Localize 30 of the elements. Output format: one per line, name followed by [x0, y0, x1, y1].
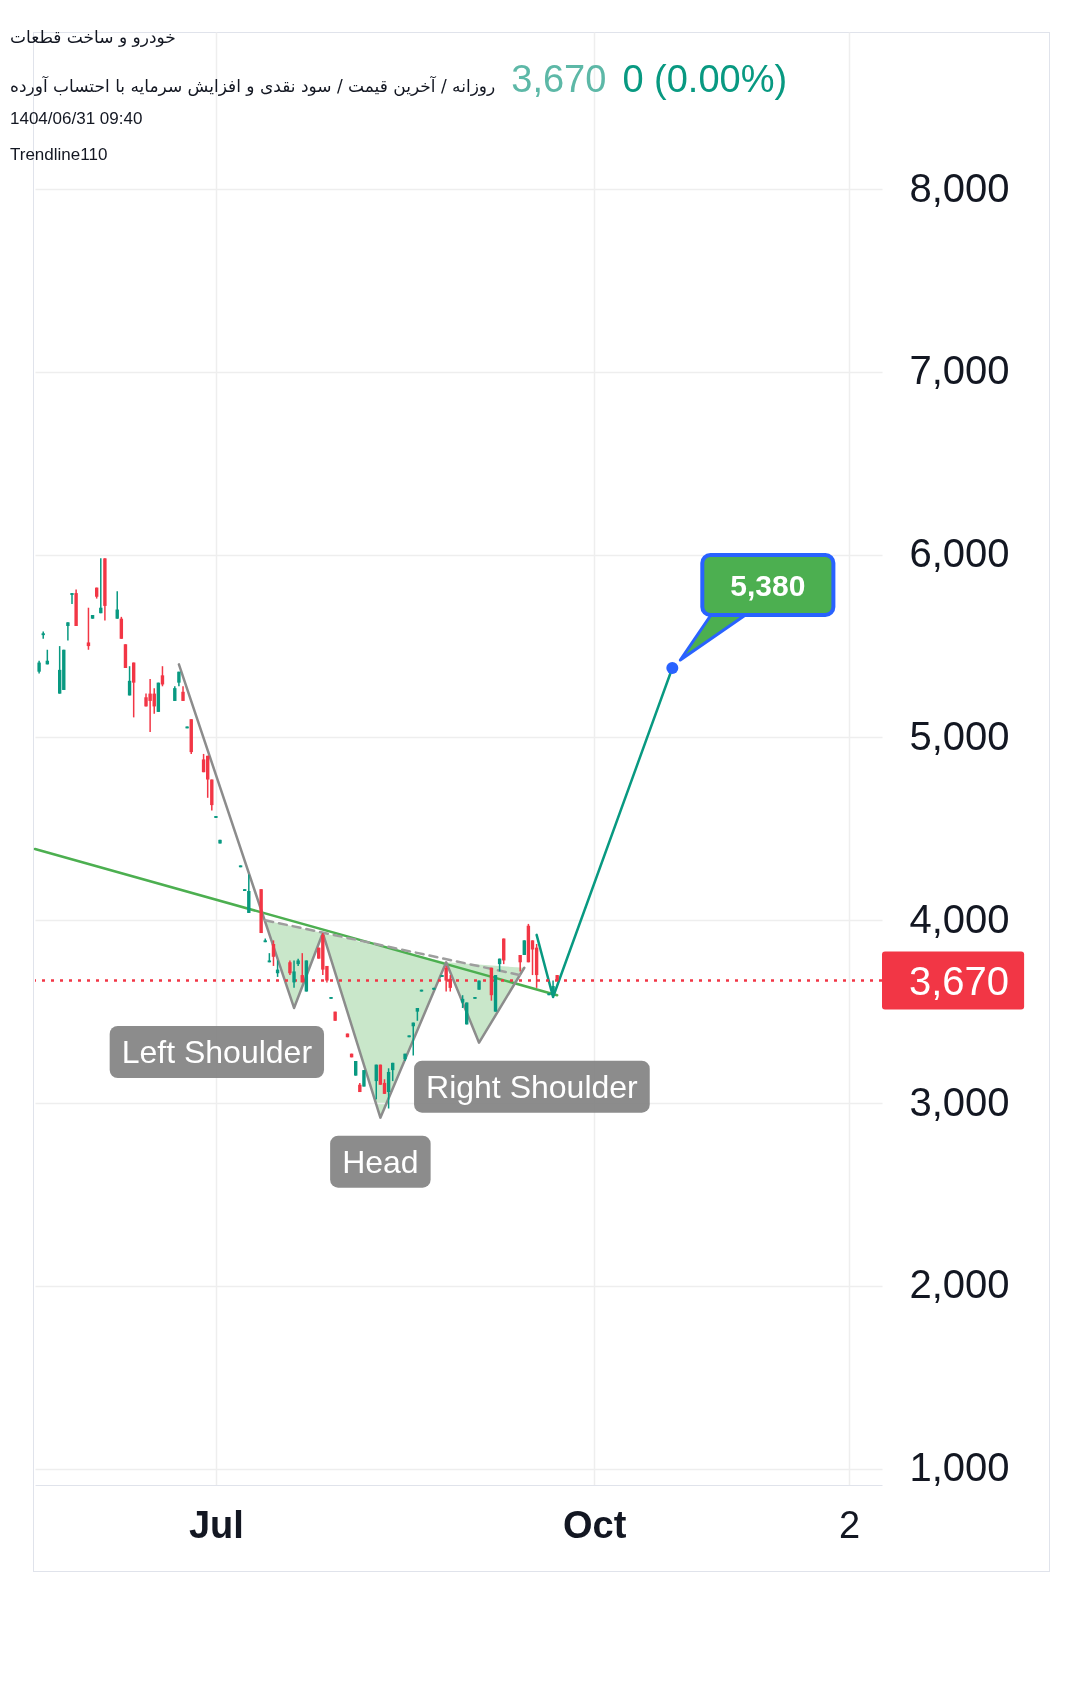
x-tick-label: Jul	[188, 1503, 244, 1546]
candlestick	[271, 939, 276, 967]
ref-line-label: 3,670	[909, 958, 1010, 1003]
candlestick	[292, 959, 296, 989]
candlestick	[66, 621, 70, 642]
annotation: 3,670	[511, 58, 607, 101]
candlestick	[148, 678, 152, 733]
annotation: Head	[342, 1143, 419, 1180]
candlestick	[41, 630, 45, 640]
annotation: Right Shoulder	[426, 1068, 639, 1105]
candlestick	[86, 606, 91, 651]
y-tick-label: 8,000	[909, 165, 1010, 210]
annotation: 1404/06/31 09:40	[10, 109, 143, 129]
annotation: Left Shoulder	[121, 1033, 313, 1070]
x-tick-label: 2	[839, 1503, 861, 1546]
y-tick-label: 7,000	[909, 348, 1010, 393]
text: روزانه / آخرین قیمت / سود نقدی و افزایش سرمایه با احتساب آورده	[10, 76, 496, 96]
y-tick-label: 5,000	[909, 713, 1010, 758]
chart-title: خودرو و ساخت قطعات	[10, 27, 176, 47]
annotation: Trendline110	[10, 145, 108, 165]
candlestick	[247, 873, 251, 914]
y-tick-label: 4,000	[909, 896, 1010, 941]
annotation: 5,380	[730, 568, 806, 602]
y-tick-label: 2,000	[909, 1262, 1010, 1307]
y-tick-label: 6,000	[909, 531, 1010, 576]
candlestick	[70, 592, 74, 605]
y-tick-label: 1,000	[909, 1445, 1010, 1490]
annotation: 0 (0.00%)	[622, 58, 788, 101]
y-tick-label: 3,000	[909, 1079, 1010, 1124]
x-tick-label: Oct	[563, 1503, 627, 1546]
